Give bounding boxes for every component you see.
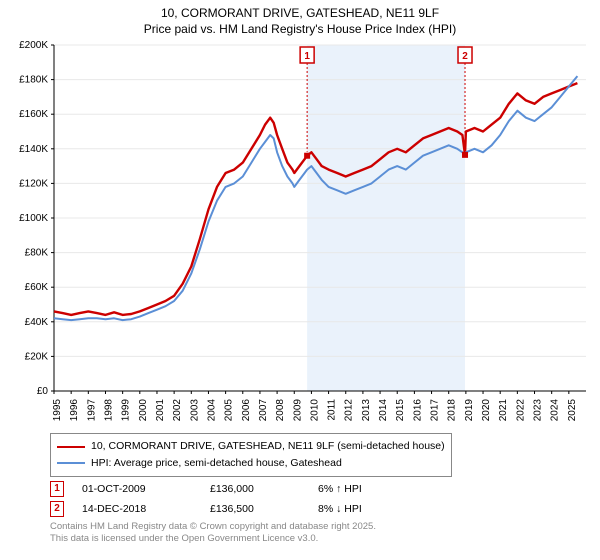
legend-label: 10, CORMORANT DRIVE, GATESHEAD, NE11 9LF… xyxy=(91,438,445,455)
marker-price: £136,000 xyxy=(210,483,300,495)
svg-text:£80K: £80K xyxy=(25,248,49,259)
svg-text:1: 1 xyxy=(304,51,310,62)
svg-text:2015: 2015 xyxy=(395,399,406,422)
svg-text:2025: 2025 xyxy=(567,399,578,422)
marker-row: 2 14-DEC-2018 £136,500 8% ↓ HPI xyxy=(50,501,590,517)
svg-text:2018: 2018 xyxy=(447,399,458,422)
line-chart: £0 £20K £40K £60K £80K £100K £120K £140K £160K £1… xyxy=(10,41,590,429)
chart-title: 10, CORMORANT DRIVE, GATESHEAD, NE11 9LF… xyxy=(10,6,590,37)
svg-text:£40K: £40K xyxy=(25,317,49,328)
svg-text:£100K: £100K xyxy=(19,213,48,224)
marker-delta: 6% ↑ HPI xyxy=(318,483,408,495)
svg-text:2008: 2008 xyxy=(275,399,286,422)
legend-swatch xyxy=(57,462,85,464)
legend-row: HPI: Average price, semi-detached house,… xyxy=(57,455,445,472)
svg-text:2014: 2014 xyxy=(378,399,389,422)
svg-text:2009: 2009 xyxy=(292,399,303,422)
marker-date: 01-OCT-2009 xyxy=(82,483,192,495)
svg-text:1995: 1995 xyxy=(52,399,63,422)
svg-text:£140K: £140K xyxy=(19,144,48,155)
svg-text:£120K: £120K xyxy=(19,179,48,190)
svg-text:1997: 1997 xyxy=(86,399,97,422)
legend-row: 10, CORMORANT DRIVE, GATESHEAD, NE11 9LF… xyxy=(57,438,445,455)
svg-text:1996: 1996 xyxy=(69,399,80,422)
svg-text:2002: 2002 xyxy=(172,399,183,422)
svg-text:2024: 2024 xyxy=(550,399,561,422)
svg-text:1998: 1998 xyxy=(103,399,114,422)
svg-text:2019: 2019 xyxy=(464,399,475,422)
svg-text:2023: 2023 xyxy=(533,399,544,422)
svg-text:2022: 2022 xyxy=(515,399,526,422)
chart-area: £0 £20K £40K £60K £80K £100K £120K £140K £160K £1… xyxy=(10,41,590,429)
svg-text:£200K: £200K xyxy=(19,41,48,51)
svg-text:2005: 2005 xyxy=(224,399,235,422)
marker-date: 14-DEC-2018 xyxy=(82,503,192,515)
svg-text:2000: 2000 xyxy=(138,399,149,422)
attribution-line1: Contains HM Land Registry data © Crown c… xyxy=(50,521,590,533)
svg-text:2011: 2011 xyxy=(327,399,338,421)
svg-text:2020: 2020 xyxy=(481,399,492,422)
svg-text:2017: 2017 xyxy=(430,399,441,422)
svg-text:2021: 2021 xyxy=(498,399,509,422)
legend: 10, CORMORANT DRIVE, GATESHEAD, NE11 9LF… xyxy=(50,433,452,477)
svg-text:2: 2 xyxy=(462,51,468,62)
svg-text:2004: 2004 xyxy=(206,399,217,422)
svg-text:£60K: £60K xyxy=(25,282,49,293)
marker-price: £136,500 xyxy=(210,503,300,515)
svg-text:2010: 2010 xyxy=(309,399,320,422)
svg-text:2013: 2013 xyxy=(361,399,372,422)
marker-delta: 8% ↓ HPI xyxy=(318,503,408,515)
title-line2: Price paid vs. HM Land Registry's House … xyxy=(10,22,590,38)
svg-text:£0: £0 xyxy=(37,386,49,397)
legend-label: HPI: Average price, semi-detached house,… xyxy=(91,455,342,472)
attribution-line2: This data is licensed under the Open Gov… xyxy=(50,533,590,545)
svg-text:£160K: £160K xyxy=(19,109,48,120)
svg-text:2003: 2003 xyxy=(189,399,200,422)
svg-text:2007: 2007 xyxy=(258,399,269,422)
svg-text:2016: 2016 xyxy=(412,399,423,422)
marker-badge: 1 xyxy=(50,481,64,497)
title-line1: 10, CORMORANT DRIVE, GATESHEAD, NE11 9LF xyxy=(10,6,590,22)
svg-text:£180K: £180K xyxy=(19,75,48,86)
marker-row: 1 01-OCT-2009 £136,000 6% ↑ HPI xyxy=(50,481,590,497)
sale-markers-table: 1 01-OCT-2009 £136,000 6% ↑ HPI 2 14-DEC-2018… xyxy=(50,481,590,517)
svg-text:1999: 1999 xyxy=(121,399,132,422)
legend-swatch xyxy=(57,446,85,448)
svg-text:£20K: £20K xyxy=(25,352,49,363)
svg-text:2006: 2006 xyxy=(241,399,252,422)
attribution: Contains HM Land Registry data © Crown c… xyxy=(50,521,590,546)
svg-text:2012: 2012 xyxy=(344,399,355,422)
marker-badge: 2 xyxy=(50,501,64,517)
svg-text:2001: 2001 xyxy=(155,399,166,422)
